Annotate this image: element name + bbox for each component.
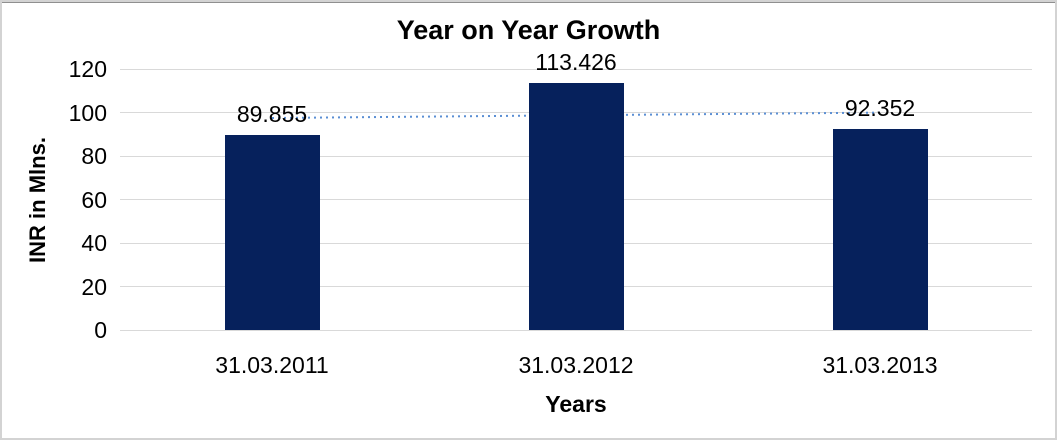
x-tick-label: 31.03.2011 xyxy=(215,352,329,378)
data-label: 89.855 xyxy=(236,101,308,127)
y-tick-label: 0 xyxy=(94,317,107,343)
y-tick-label: 20 xyxy=(81,273,107,300)
gridline xyxy=(120,68,1032,70)
y-tick-label: 100 xyxy=(68,99,107,126)
x-axis-line xyxy=(120,329,1032,331)
chart-title: Year on Year Growth xyxy=(396,15,661,45)
y-tick-label: 120 xyxy=(68,56,107,82)
data-label: 92.352 xyxy=(844,95,916,121)
y-tick-label: 40 xyxy=(81,230,107,256)
x-tick-label: 31.03.2013 xyxy=(822,352,938,378)
bar xyxy=(833,129,928,330)
frame-top-rule xyxy=(2,2,1055,3)
bar xyxy=(529,83,624,330)
x-tick-label: 31.03.2012 xyxy=(518,352,634,378)
x-axis-title: Years xyxy=(545,391,607,417)
y-axis-title: INR in Mlns. xyxy=(25,137,50,263)
data-label: 113.426 xyxy=(535,49,617,75)
bar xyxy=(225,134,320,330)
y-tick-label: 80 xyxy=(81,143,107,169)
y-tick-label: 60 xyxy=(81,186,107,213)
